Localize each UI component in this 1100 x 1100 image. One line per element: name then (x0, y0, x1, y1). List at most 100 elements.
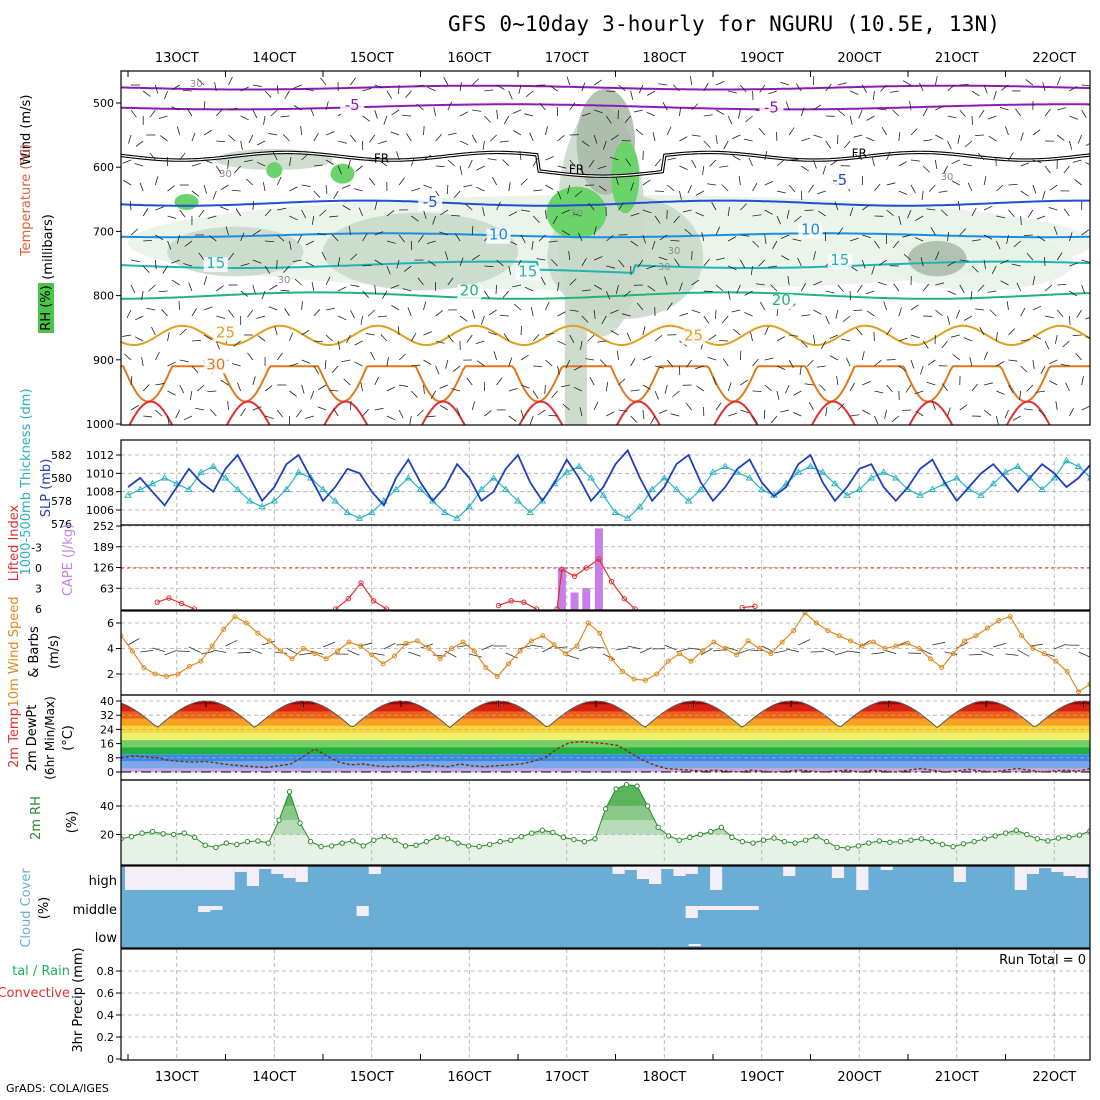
wind-barb (679, 165, 688, 171)
wind-barb (151, 326, 156, 336)
wind-barb (141, 357, 144, 367)
wind-barb (179, 359, 189, 363)
wind-speed-point (939, 665, 945, 671)
wind-speed-point (494, 674, 500, 680)
li-point (596, 556, 602, 562)
wind-barb (934, 159, 938, 169)
wind-speed-point (198, 658, 204, 664)
wind-barb (1023, 408, 1033, 411)
contour-label: FR (852, 147, 867, 161)
wind-barb (557, 190, 562, 200)
wind10-label: 10m Wind Speed (7, 597, 22, 708)
rh-point (234, 841, 240, 848)
wind-barb (435, 165, 445, 168)
rh-point (602, 806, 609, 812)
chart-title: GFS 0~10day 3-hourly for NGURU (10.5E, 1… (448, 12, 1001, 36)
wind-barb (207, 215, 217, 219)
wind-barb (659, 234, 668, 241)
contour-label: 20 (460, 282, 479, 300)
wind-barb (866, 115, 875, 121)
wind-barb (374, 407, 384, 411)
wind-barb (548, 240, 558, 243)
wind-barb (360, 315, 363, 325)
wind-barb (1008, 152, 1014, 161)
wind-barb (311, 282, 315, 292)
li-point (332, 606, 339, 610)
wind-barb (276, 234, 285, 242)
wind-barb (396, 151, 400, 161)
wind-barb (581, 112, 591, 117)
wind-barb (695, 190, 705, 196)
wind-barb (358, 207, 363, 217)
rh-point (465, 843, 472, 849)
wind-barb (727, 236, 737, 242)
wind-barb (176, 126, 181, 136)
wind-barb (135, 140, 144, 147)
rh-point (297, 820, 303, 826)
wind-barb (1069, 232, 1073, 242)
wind-barb (964, 140, 973, 148)
top-date-label: 18OCT (642, 51, 686, 66)
wind-barb (740, 84, 747, 93)
wind-barb (362, 264, 372, 267)
thickness-point (477, 485, 486, 492)
wind-barb (459, 82, 462, 92)
wind-speed-point (164, 674, 170, 680)
wind-barb (930, 227, 936, 236)
wind-barb (703, 82, 709, 92)
wind-barb (689, 76, 693, 86)
wind-barb (378, 140, 388, 145)
wind-barb (664, 276, 668, 286)
wind-barb (708, 334, 717, 341)
wind-barb (471, 401, 475, 411)
wind-barb (374, 201, 378, 211)
surface-wind-barb (615, 647, 629, 651)
wind-barb (301, 300, 303, 311)
wind-barb (561, 230, 570, 236)
rh-point (908, 837, 914, 843)
wind-barb (207, 390, 217, 393)
wind-barb (149, 109, 156, 118)
wind-barb (772, 240, 778, 250)
wind-barb (447, 101, 453, 111)
wind-barb (297, 234, 302, 244)
wind-speed-point (916, 646, 922, 651)
wind-barb (907, 209, 912, 219)
temp-line (121, 700, 1090, 729)
wind-barb (134, 163, 144, 167)
contour-label-bg (798, 223, 823, 239)
wind-barb (835, 309, 839, 319)
contour-label-bg (759, 101, 784, 117)
wind-barb (625, 158, 632, 167)
wind-barb (203, 100, 206, 111)
wind-barb (459, 140, 469, 146)
wind-speed-point (574, 643, 580, 649)
wind-barb (959, 259, 969, 262)
wind-barb (1044, 256, 1046, 267)
wind-barb (502, 159, 510, 167)
rh-point (760, 837, 767, 843)
wind-barb (1081, 84, 1090, 87)
thickness-point (892, 474, 900, 481)
wind-barb (325, 276, 331, 286)
wind-barb (825, 83, 832, 92)
wind-barb (703, 258, 710, 267)
rh-shade-high (546, 186, 607, 239)
wind-barb (374, 231, 384, 236)
wind-barb (883, 301, 888, 311)
wind-barb (605, 290, 611, 300)
wind-barb (788, 184, 796, 193)
wind-barb (301, 359, 311, 364)
wind-barb (313, 340, 323, 343)
y-tick-label: 16 (100, 738, 114, 751)
wind-barb (1008, 183, 1018, 186)
wind-barb (971, 239, 981, 242)
wind-barb (398, 177, 405, 186)
wind-speed-point (791, 628, 797, 634)
top-date-label: 15OCT (350, 51, 394, 66)
wind-barb (360, 382, 363, 392)
y-tick-label: 900 (93, 354, 114, 367)
wind-barb (1025, 79, 1034, 86)
wind-barb (459, 111, 469, 117)
wind-speed-point (540, 633, 546, 639)
